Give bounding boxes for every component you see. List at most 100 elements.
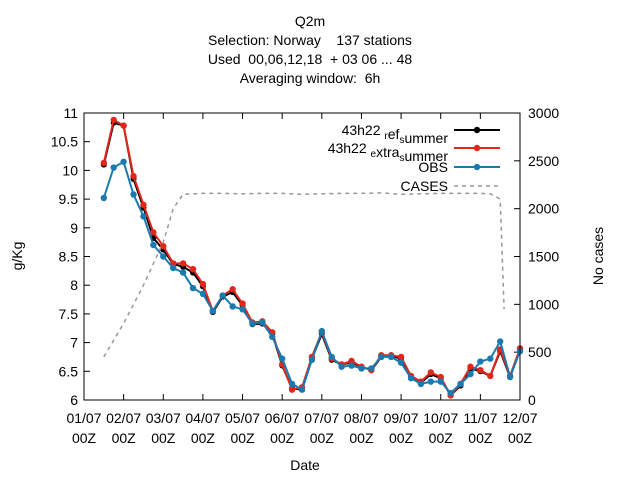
data-point [378,353,385,361]
data-point [358,365,365,372]
x-tick-label-date: 03/07 [146,410,181,426]
y-tick-label: 7.5 [59,306,79,322]
data-point [348,357,355,365]
data-point [457,380,464,388]
y2-axis-label: No cases [590,227,606,285]
x-tick-label-date: 05/07 [225,410,260,426]
legend-label: CASES [401,178,448,194]
x-tick-label-date: 10/07 [423,410,458,426]
title-line-3: Used 00,06,12,18 + 03 06 ... 48 [207,51,413,67]
data-point [189,265,197,273]
data-point [308,356,316,364]
data-point [506,373,514,381]
data-point [496,338,504,345]
series-line [103,192,505,358]
data-point [239,306,246,313]
legend-marker [473,163,481,171]
legend-item: CASES [401,178,500,194]
legend-label: 43h22 extrasummer [328,140,449,164]
x-tick-label-date: 07/07 [304,410,339,426]
y2-tick-label: 0 [528,392,536,408]
y-axis-label: g/Kg [9,242,25,271]
data-point [328,353,335,361]
y2-tick-label: 2000 [528,201,559,217]
x-tick-label-date: 12/07 [502,410,537,426]
data-point [219,292,226,299]
data-point [150,241,157,249]
data-point [209,307,217,315]
legend-marker [473,144,481,152]
data-point [160,242,167,250]
title-line-2: Selection: Norway 137 stations [208,32,412,48]
y-tick-label: 9.5 [59,191,79,207]
data-point [150,229,157,236]
data-point [249,320,256,327]
data-point [199,280,207,288]
data-point [477,366,484,374]
data-point [397,359,405,366]
data-point [437,378,444,385]
tick-labels-layer: 6 6.5 7 7.5 8 8.5 9 9.5 10 10.5 11 0 500 1000 1500 2000… [51,105,560,446]
legend-item: 43h22 extrasummer [328,140,500,164]
data-point [407,374,415,382]
data-point [467,363,474,370]
data-point [229,286,236,293]
data-point [199,290,207,298]
x-tick-label-time: 00Z [191,430,216,446]
data-point [487,372,494,380]
y-tick-label: 6 [70,392,78,408]
x-tick-label-date: 08/07 [344,410,379,426]
x-tick-label-time: 00Z [72,430,97,446]
x-tick-label-time: 00Z [270,430,295,446]
x-tick-label-time: 00Z [389,430,414,446]
chart-title: Q2m Selection: Norway 137 stations Used … [0,12,620,88]
data-point [487,355,494,362]
title-line-4: Averaging window: 6h [239,70,381,86]
x-tick-label-time: 00Z [151,430,176,446]
x-tick-label-date: 02/07 [106,410,141,426]
x-tick-label-time: 00Z [429,430,454,446]
legend-label: 43h22 refsummer [342,122,449,146]
data-point [298,386,306,393]
legend-label: OBS [418,159,448,175]
series-2 [100,158,524,397]
y-tick-label: 6.5 [59,363,79,379]
data-point [427,369,435,376]
x-tick-label-date: 01/07 [66,410,101,426]
data-point [140,201,147,209]
data-point [288,386,296,393]
x-tick-label-time: 00Z [468,430,493,446]
y-tick-label: 10.5 [51,134,78,150]
legend-item: 43h22 refsummer [342,122,500,146]
series-3 [103,192,505,358]
legend-marker [473,126,481,134]
x-tick-label-date: 06/07 [265,410,300,426]
series-layer [100,116,524,399]
data-point [110,164,117,171]
data-point [100,159,108,167]
x-tick-label-date: 04/07 [185,410,220,426]
data-point [259,319,266,326]
data-point [130,172,137,180]
data-point [318,327,326,335]
y2-tick-label: 3000 [528,105,559,121]
data-point [189,284,197,292]
data-point [179,260,187,267]
data-point [120,158,127,165]
data-point [179,269,187,276]
data-point [447,389,454,397]
data-point [397,353,405,361]
data-point [427,378,435,385]
y-tick-label: 7 [70,335,78,351]
data-point [467,370,474,378]
data-point [368,365,375,372]
data-point [477,358,484,365]
data-point [437,373,444,381]
x-tick-label-time: 00Z [310,430,335,446]
title-line-1: Q2m [294,13,326,29]
data-point [229,303,236,310]
data-point [417,380,425,388]
x-tick-label-date: 11/07 [463,410,497,426]
